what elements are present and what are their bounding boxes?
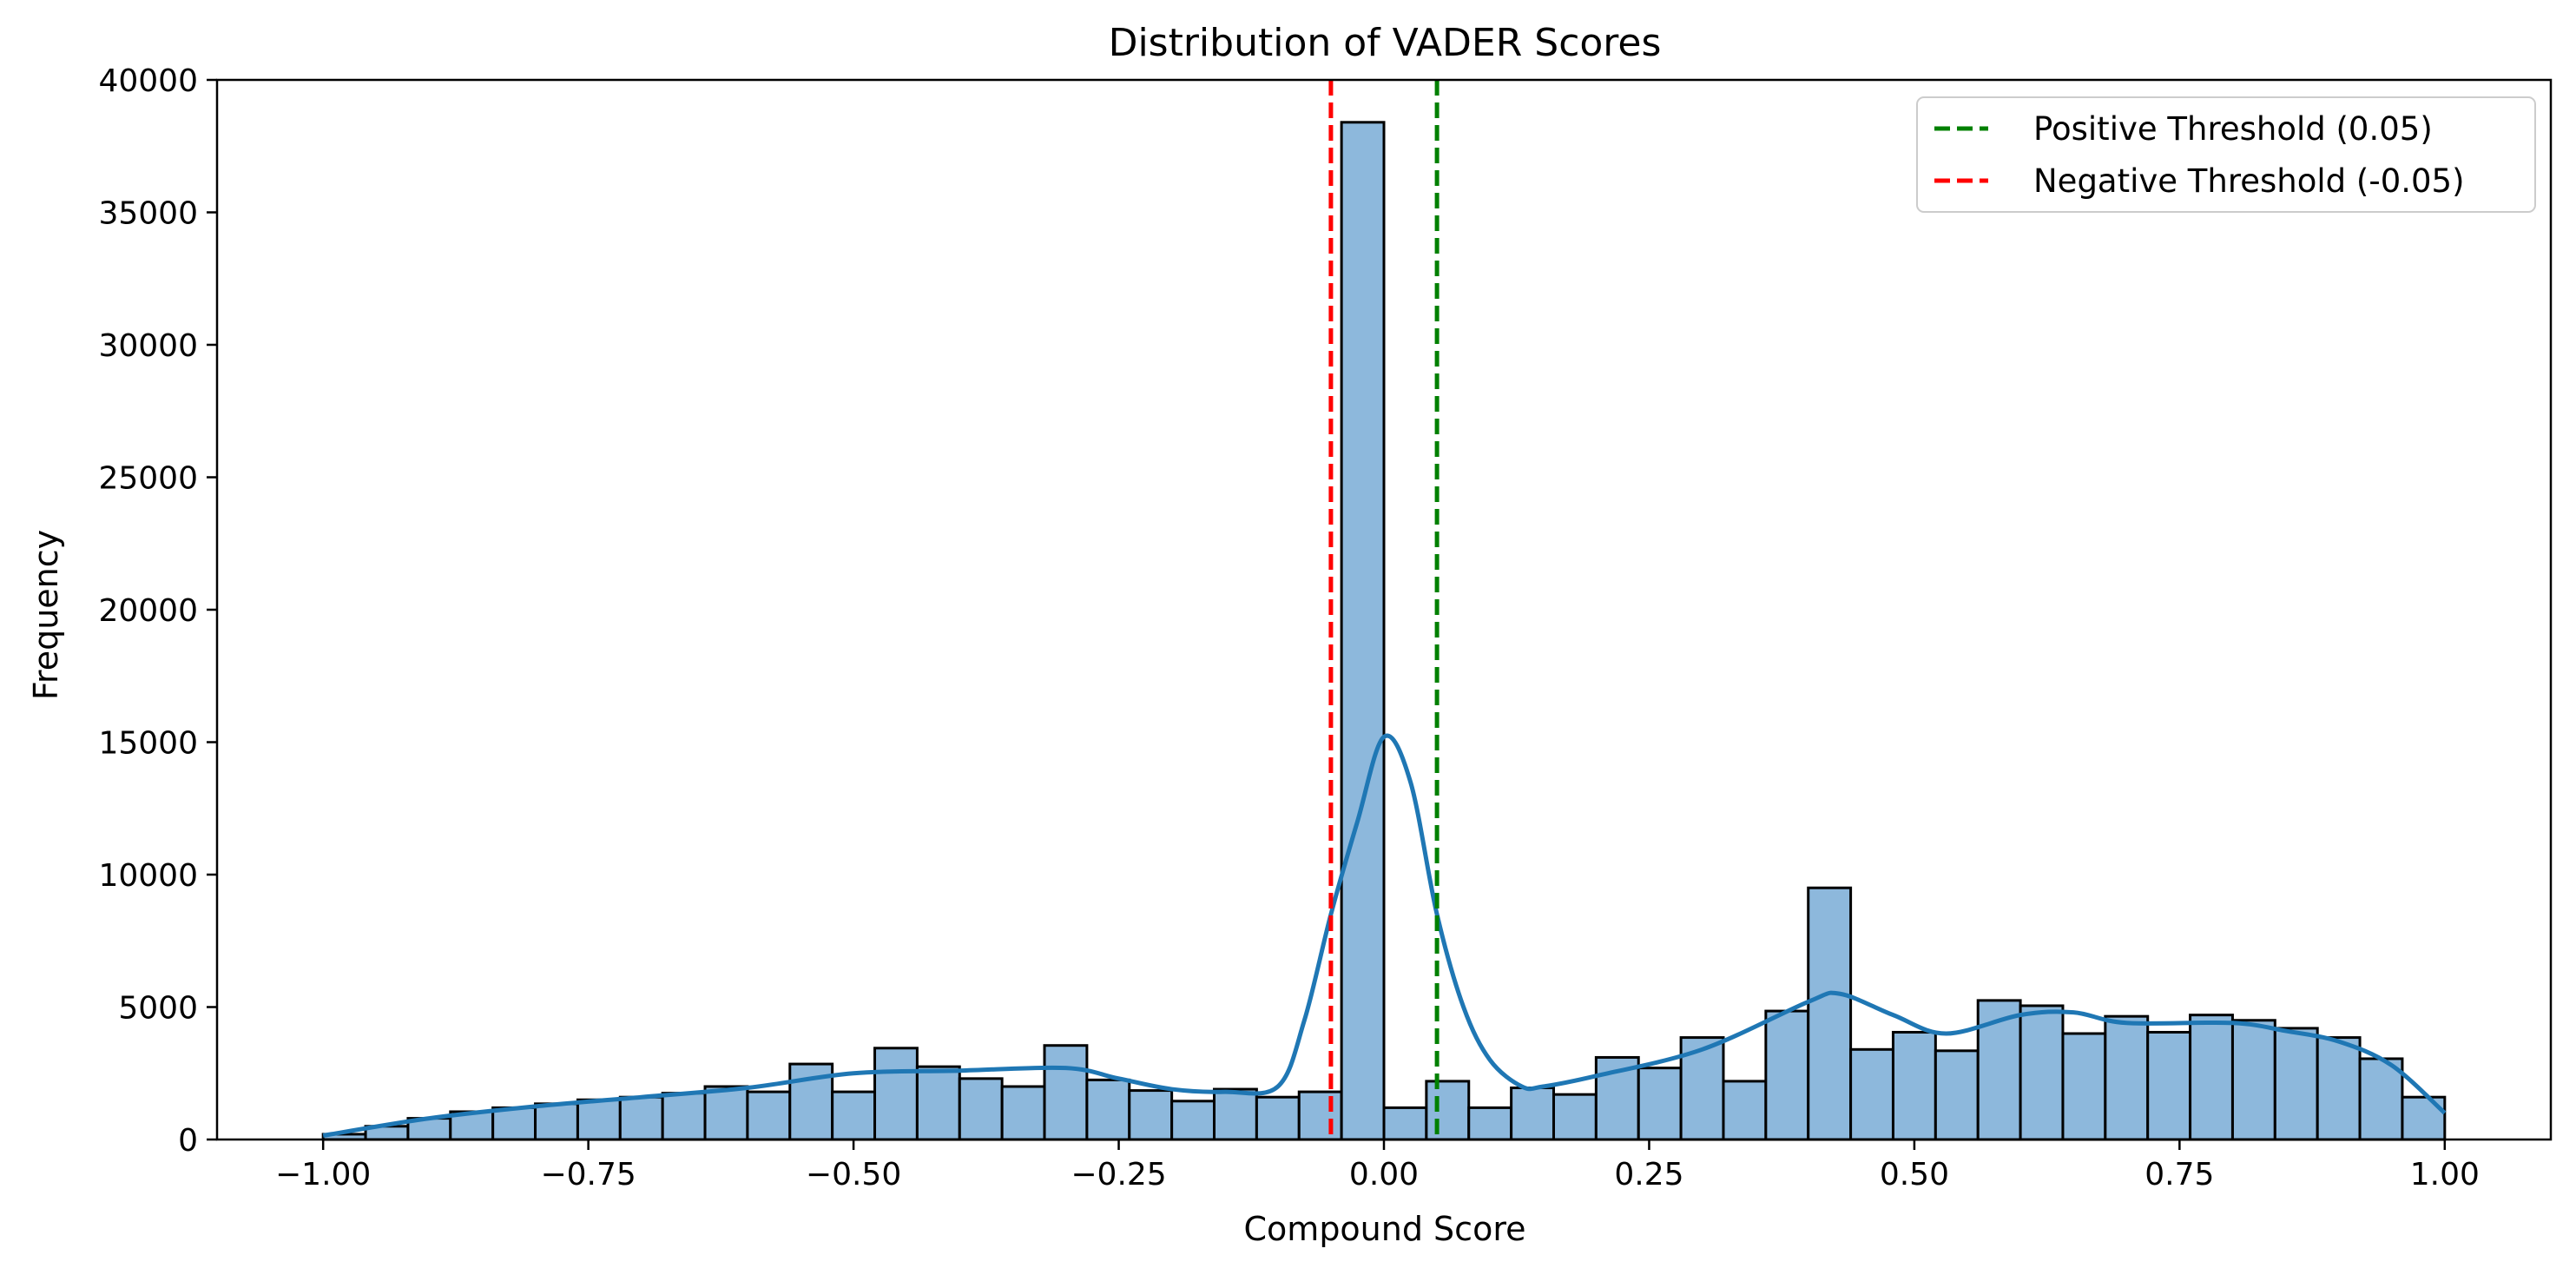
- histogram-bar: [618, 1095, 664, 1141]
- histogram-bar: [2316, 1036, 2362, 1141]
- histogram-bar: [1807, 886, 1853, 1141]
- histogram-bar: [1382, 1106, 1428, 1141]
- histogram-bar: [2358, 1057, 2404, 1141]
- histogram-bar: [1891, 1030, 1937, 1141]
- histogram-bar: [1467, 1106, 1513, 1141]
- y-tick-label: 40000: [98, 63, 198, 99]
- y-tick-label: 25000: [98, 461, 198, 497]
- histogram-bar: [576, 1098, 622, 1141]
- histogram-bar: [1340, 121, 1386, 1141]
- y-tick-label: 5000: [118, 991, 198, 1027]
- histogram-bar: [1128, 1089, 1174, 1141]
- histogram-bar: [2401, 1095, 2447, 1141]
- y-tick-label: 10000: [98, 858, 198, 894]
- histogram-bar: [1213, 1087, 1258, 1141]
- kde-curve-layer: [322, 733, 2447, 1138]
- histogram-bar: [1552, 1093, 1598, 1141]
- histogram-bar: [2019, 1004, 2065, 1141]
- histogram-bar: [873, 1047, 919, 1141]
- histogram-bar: [534, 1102, 579, 1141]
- y-tick-label: 15000: [98, 726, 198, 762]
- legend-box: [1916, 96, 2536, 213]
- y-tick-label: 0: [178, 1123, 198, 1159]
- y-tick-label: 30000: [98, 328, 198, 364]
- histogram-bar: [2061, 1032, 2107, 1141]
- x-tick-label: 0.25: [1614, 1157, 1683, 1192]
- x-tick-label: 0.00: [1349, 1157, 1419, 1192]
- y-tick-label: 20000: [98, 593, 198, 629]
- histogram-bar: [2104, 1014, 2150, 1141]
- histogram-bar: [1255, 1095, 1301, 1141]
- legend: Positive Threshold (0.05) Negative Thresh…: [1916, 96, 2536, 213]
- x-tick-label: −0.50: [806, 1157, 901, 1192]
- histogram-bar: [1085, 1078, 1131, 1141]
- histogram-bar: [1510, 1087, 1555, 1141]
- histogram-bar: [1849, 1047, 1894, 1141]
- histogram-bar: [746, 1090, 792, 1141]
- x-axis-label: Compound Score: [1244, 1210, 1526, 1248]
- chart-title: Distribution of VADER Scores: [1109, 21, 1662, 65]
- histogram-bar: [2189, 1014, 2234, 1141]
- histogram-bar: [831, 1090, 877, 1141]
- histogram-bar: [1637, 1067, 1683, 1141]
- histogram-bar: [1297, 1090, 1343, 1141]
- histogram-bar: [1722, 1080, 1768, 1141]
- histogram-bar: [1764, 1009, 1810, 1141]
- legend-label: Negative Threshold (-0.05): [2033, 162, 2465, 200]
- x-tick-label: −0.75: [540, 1157, 636, 1192]
- histogram-bar: [915, 1065, 961, 1141]
- histogram-bar: [1000, 1085, 1046, 1141]
- histogram-bar: [1170, 1100, 1216, 1141]
- histogram-bar: [703, 1085, 749, 1141]
- axes: −1.00 −0.75 −0.50 −0.25 0.00 0.25 0.50 0.75 1.00…: [98, 63, 2553, 1192]
- histogram-bar: [1043, 1044, 1089, 1141]
- y-axis-label: Frequency: [27, 530, 65, 700]
- histogram-bar: [2146, 1030, 2192, 1141]
- histogram-bar: [661, 1092, 707, 1141]
- x-tick-label: 0.75: [2144, 1157, 2214, 1192]
- histogram-bar: [958, 1077, 1004, 1141]
- x-tick-label: −1.00: [275, 1157, 371, 1192]
- x-tick-label: −0.25: [1071, 1157, 1166, 1192]
- histogram-bar: [1425, 1080, 1471, 1141]
- x-tick-label: 0.50: [1880, 1157, 1949, 1192]
- histogram-bar: [2273, 1027, 2319, 1141]
- kde-curve: [322, 733, 2447, 1138]
- y-tick-label: 35000: [98, 196, 198, 232]
- histogram-bar: [491, 1106, 537, 1141]
- threshold-lines: [1328, 80, 1440, 1140]
- histogram-bar: [2230, 1019, 2276, 1141]
- histogram-bar: [1934, 1049, 1980, 1141]
- legend-label: Positive Threshold (0.05): [2033, 110, 2433, 148]
- x-tick-label: 1.00: [2410, 1157, 2480, 1192]
